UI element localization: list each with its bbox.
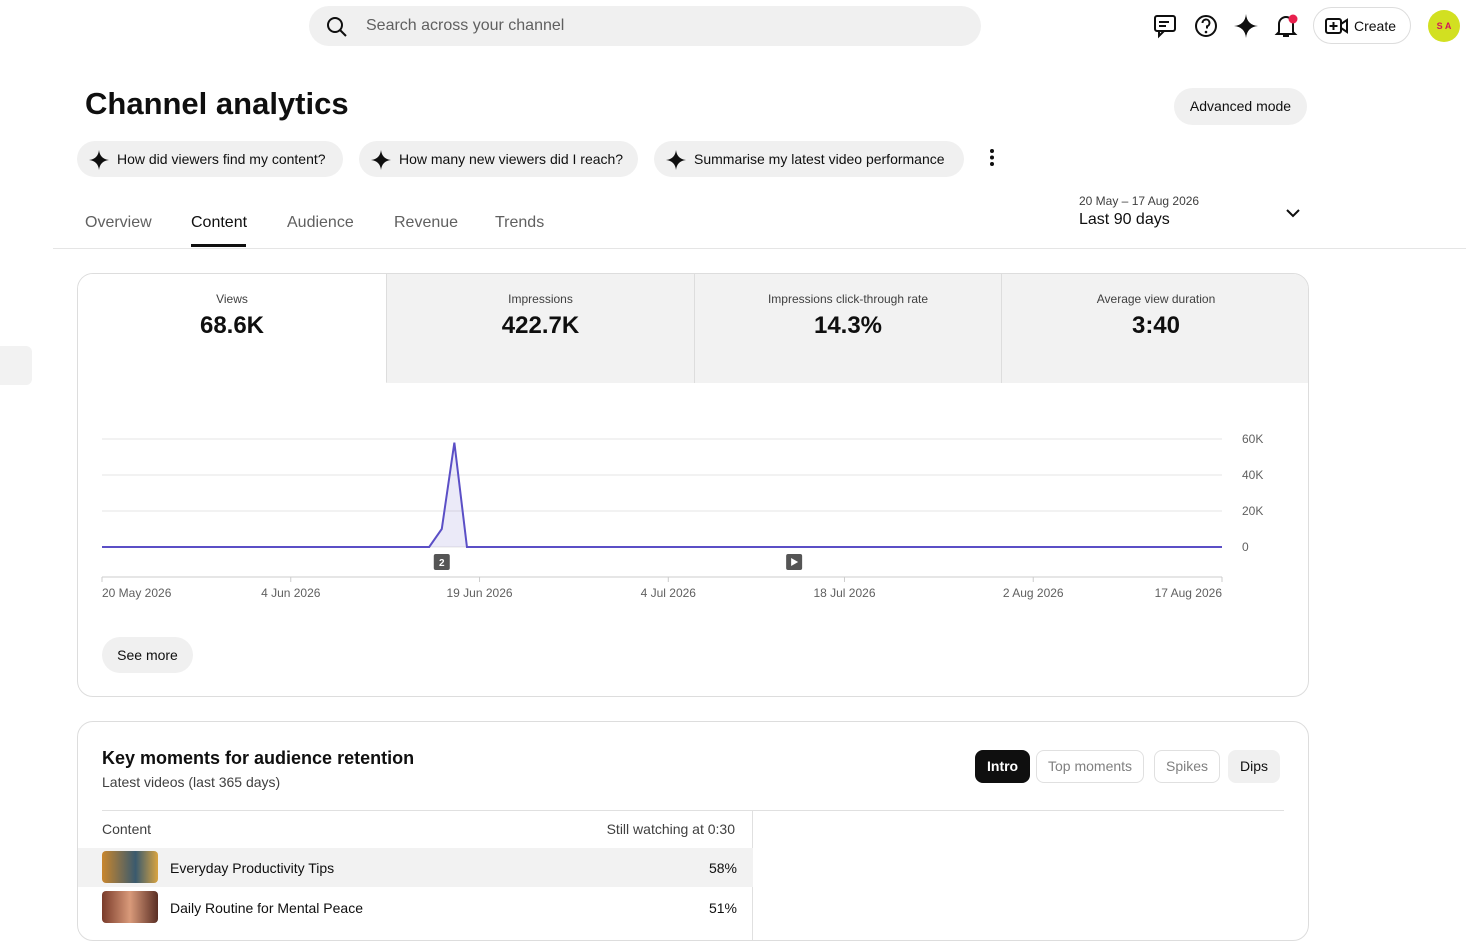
metric-label: Impressions xyxy=(508,292,573,306)
metric-tab[interactable]: Views 68.6K xyxy=(78,274,386,383)
annotation-marker xyxy=(433,554,450,570)
y-tick-label: 60K xyxy=(1242,432,1263,446)
more-icon[interactable] xyxy=(985,147,999,169)
section-title: Key moments for audience retention xyxy=(102,748,415,768)
thumbnail xyxy=(102,891,158,923)
metric-tab[interactable]: Impressions click-through rate 14.3% xyxy=(694,274,1001,383)
spark-icon[interactable] xyxy=(1233,13,1259,39)
x-tick-label: 4 Jun 2026 xyxy=(261,586,321,600)
spark-icon xyxy=(666,150,686,170)
search-placeholder: Search across your channel xyxy=(366,17,565,34)
table-row[interactable]: Everyday Productivity Tips 58% xyxy=(78,848,753,887)
column-header: Still watching at 0:30 xyxy=(606,821,735,837)
metric-tab[interactable]: Average view duration 3:40 xyxy=(1001,274,1308,383)
metric-value: 68.6K xyxy=(199,312,265,339)
x-tick-label: 17 Aug 2026 xyxy=(1155,586,1223,600)
date-range-dates: 20 May – 17 Aug 2026 xyxy=(1079,194,1200,208)
filter-button[interactable]: Top moments xyxy=(1036,750,1145,783)
y-tick-label: 0 xyxy=(1242,540,1249,554)
search-box[interactable]: Search across your channel xyxy=(309,6,981,46)
suggestion-text: Summarise my latest video performance xyxy=(694,151,945,167)
overview-card: Views 68.6K Impressions 422.7K Impressions… xyxy=(77,273,1309,697)
line xyxy=(102,442,1222,548)
create-button[interactable]: Create xyxy=(1313,7,1411,44)
active-tab-indicator xyxy=(191,244,246,247)
annotation-icon xyxy=(791,558,799,566)
dropdown-icon[interactable] xyxy=(1284,205,1302,221)
tab[interactable]: Content xyxy=(191,214,248,231)
create-icon xyxy=(1325,18,1348,34)
metric-tab[interactable]: Impressions 422.7K xyxy=(386,274,694,383)
area-fill xyxy=(102,442,1222,547)
page-title: Channel analytics xyxy=(85,86,349,121)
x-tick-label: 19 Jun 2026 xyxy=(446,586,512,600)
metric-label: Views xyxy=(216,292,248,306)
retention-value: 58% xyxy=(708,860,737,876)
date-range-label[interactable]: Last 90 days xyxy=(1079,211,1170,228)
suggestion-chip[interactable]: How did viewers find my content? xyxy=(77,141,343,177)
filter-button[interactable]: Spikes xyxy=(1154,750,1221,783)
advanced-mode-button[interactable]: Advanced mode xyxy=(1174,88,1307,125)
spark-icon xyxy=(371,150,391,170)
table-row[interactable]: Daily Routine for Mental Peace 51% xyxy=(78,888,753,927)
divider xyxy=(53,248,1466,249)
x-tick-label: 2 Aug 2026 xyxy=(1003,586,1064,600)
annotation-label: 2 xyxy=(439,558,445,569)
filter-button[interactable]: Dips xyxy=(1228,750,1281,783)
search-icon xyxy=(327,17,347,37)
metric-value: 14.3% xyxy=(813,312,883,339)
filter-button[interactable]: Intro xyxy=(975,750,1031,783)
create-label: Create xyxy=(1354,18,1397,34)
feedback-icon[interactable] xyxy=(1153,13,1179,39)
notifications-icon[interactable] xyxy=(1273,13,1299,39)
see-more-button[interactable]: See more xyxy=(102,637,193,673)
suggestion-text: How did viewers find my content? xyxy=(117,151,326,167)
divider xyxy=(102,810,1284,811)
suggestion-chip[interactable]: Summarise my latest video performance xyxy=(654,141,964,177)
x-tick-label: 18 Jul 2026 xyxy=(813,586,875,600)
retention-card: Key moments for audience retention Lates… xyxy=(77,721,1309,941)
video-title: Daily Routine for Mental Peace xyxy=(170,900,363,916)
side-handle[interactable] xyxy=(0,346,32,385)
retention-value: 51% xyxy=(708,900,737,916)
tab[interactable]: Audience xyxy=(287,214,354,231)
metric-value: 422.7K xyxy=(501,312,580,339)
video-title: Everyday Productivity Tips xyxy=(170,860,335,876)
metric-value: 3:40 xyxy=(1131,312,1181,339)
chart: 0 20K 40K 60K 20 May 2026 4 Jun 2026 19 Jun 20… xyxy=(101,432,1263,600)
tab[interactable]: Trends xyxy=(495,214,545,231)
suggestion-text: How many new viewers did I reach? xyxy=(399,151,624,167)
x-tick-label: 20 May 2026 xyxy=(102,586,172,600)
page: Search across your channel Create S A Ch… xyxy=(0,6,1466,941)
spark-icon xyxy=(89,150,109,170)
suggestion-chip[interactable]: How many new viewers did I reach? xyxy=(359,141,638,177)
column-header: Content xyxy=(102,821,152,837)
x-tick-label: 4 Jul 2026 xyxy=(641,586,697,600)
metric-label: Impressions click-through rate xyxy=(767,292,929,306)
help-icon[interactable] xyxy=(1193,13,1219,39)
metric-label: Average view duration xyxy=(1096,292,1216,306)
tab[interactable]: Revenue xyxy=(394,214,459,231)
section-subtitle: Latest videos (last 365 days) xyxy=(102,774,281,790)
y-tick-label: 40K xyxy=(1242,468,1263,482)
tab[interactable]: Overview xyxy=(85,214,152,231)
y-tick-label: 20K xyxy=(1242,504,1263,518)
avatar[interactable]: S A xyxy=(1428,10,1460,42)
thumbnail xyxy=(102,851,158,883)
